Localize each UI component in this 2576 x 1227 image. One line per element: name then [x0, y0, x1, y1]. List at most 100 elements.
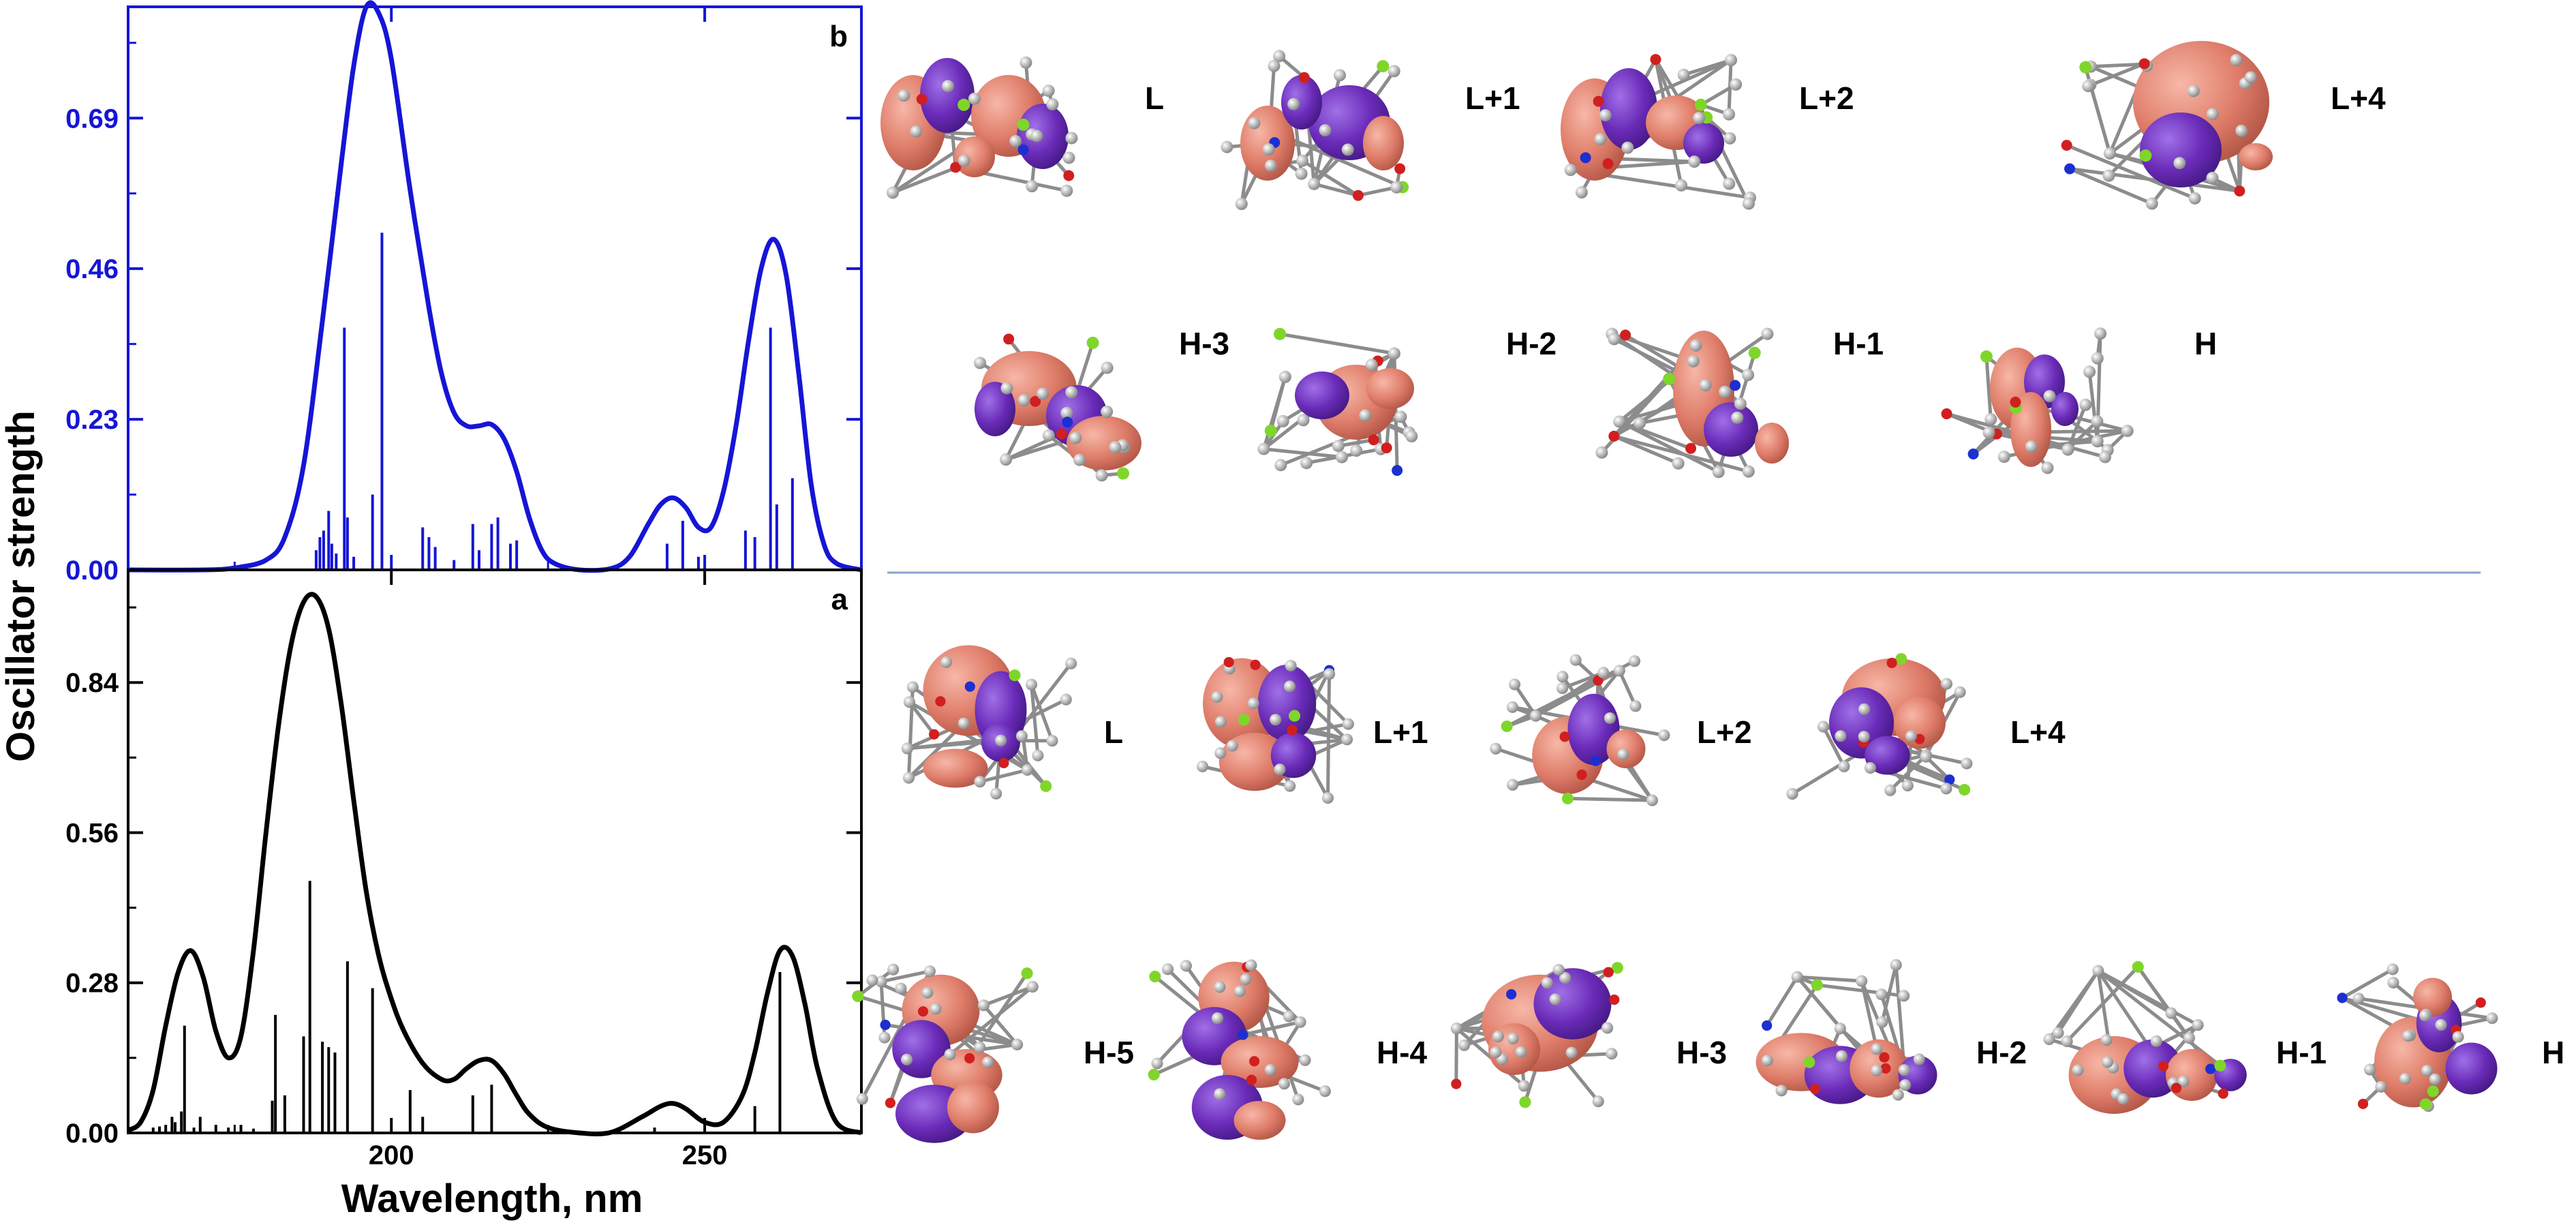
atom	[1858, 703, 1871, 715]
atom	[1288, 710, 1301, 722]
atom	[1245, 959, 1257, 971]
bond	[1797, 975, 1862, 983]
atom	[1871, 1064, 1883, 1076]
atom	[898, 89, 910, 102]
atom	[1342, 718, 1354, 730]
orbital-molecule-b1-3	[1786, 653, 1973, 800]
atom	[1042, 429, 1055, 442]
atom	[1617, 748, 1629, 761]
bond	[1567, 796, 1653, 802]
atom	[1864, 761, 1877, 774]
atom	[1549, 993, 1561, 1005]
atom	[885, 1097, 896, 1108]
atom	[1675, 179, 1688, 192]
atom	[2101, 1056, 2114, 1068]
atom	[2402, 1030, 2414, 1042]
atom	[1226, 740, 1238, 752]
atom	[1009, 669, 1021, 682]
atom	[1101, 405, 1114, 418]
orbital-molecule-t2-0	[973, 333, 1141, 482]
atom	[1961, 757, 1973, 770]
atom	[1613, 665, 1625, 677]
orbital-label-bottom-row1-3: L+4	[2010, 714, 2066, 750]
atom	[1606, 1048, 1618, 1060]
atom	[1803, 1056, 1815, 1068]
atom	[1762, 1020, 1773, 1031]
atom	[2165, 1007, 2177, 1019]
bond	[1313, 182, 1359, 198]
atom	[2337, 993, 2348, 1003]
atom	[1913, 1053, 1925, 1065]
atom	[1725, 54, 1738, 67]
bond	[1030, 684, 1054, 742]
atom	[903, 696, 915, 708]
atom	[1730, 78, 1743, 91]
x-axis-title: Wavelength, nm	[341, 1177, 643, 1221]
atom	[1646, 794, 1659, 806]
atom	[957, 98, 970, 111]
atom	[2091, 352, 2104, 365]
atom	[1940, 783, 1952, 795]
orbital-lobe-negative	[1865, 736, 1910, 775]
atom	[1274, 459, 1287, 472]
atom	[1009, 135, 1022, 148]
atom	[2235, 124, 2248, 137]
plot-frame-a	[127, 569, 863, 1134]
atom	[1817, 721, 1830, 733]
atom	[1775, 1085, 1788, 1097]
orbital-lobe-negative	[1295, 372, 1349, 419]
atom	[1529, 710, 1542, 722]
atom	[2052, 1027, 2064, 1039]
y-tick-label-a-1: 0.28	[65, 969, 119, 999]
orbital-lobe-negative	[975, 382, 1015, 436]
atom	[2094, 327, 2107, 340]
atom	[1901, 779, 1914, 791]
atom	[1451, 1078, 1462, 1089]
atom	[1595, 446, 1608, 459]
atom	[1323, 668, 1336, 680]
bond	[949, 985, 1034, 1056]
atom	[1761, 1055, 1773, 1067]
atom	[1278, 1078, 1290, 1090]
atom	[1786, 788, 1798, 800]
orbital-label-top-row2-1: H-2	[1506, 326, 1557, 361]
atom	[1334, 69, 1347, 82]
atom	[1490, 742, 1502, 755]
bond	[1030, 684, 1040, 756]
atom	[1359, 409, 1372, 422]
atom	[2064, 163, 2076, 175]
y-tick-label-a-3: 0.84	[65, 668, 119, 698]
atom	[1065, 657, 1077, 669]
atom	[1276, 414, 1289, 427]
atom	[2061, 1035, 2073, 1048]
atom	[1180, 960, 1192, 972]
atom	[2139, 149, 2152, 162]
orbital-molecule-b1-2	[1490, 654, 1670, 806]
atom	[1914, 733, 1925, 744]
orbital-lobe-positive	[947, 1081, 999, 1134]
orbital-lobe-negative	[1600, 68, 1657, 150]
atom	[1297, 414, 1310, 427]
atom	[1879, 1052, 1890, 1063]
atom	[852, 990, 864, 1002]
atom	[1835, 730, 1847, 742]
atom	[1365, 359, 1378, 372]
atom	[1557, 671, 1569, 683]
bond	[1619, 420, 1719, 474]
orbital-molecule-t2-3	[1941, 327, 2134, 474]
atom	[2192, 1019, 2204, 1031]
atom	[1905, 730, 1917, 742]
atom	[1608, 333, 1621, 346]
atom	[2061, 443, 2074, 456]
atom	[1062, 151, 1075, 164]
orbital-lobe-negative	[2140, 112, 2222, 187]
spectrum-curve-b	[127, 0, 862, 573]
atom	[1592, 1095, 1604, 1108]
atom	[878, 1031, 891, 1044]
atom	[1285, 659, 1297, 672]
atom	[1559, 731, 1570, 742]
orbital-label-top-row2-2: H-1	[1833, 326, 1884, 361]
atom	[1811, 979, 1823, 991]
orbital-lobe-positive	[2166, 1049, 2218, 1101]
